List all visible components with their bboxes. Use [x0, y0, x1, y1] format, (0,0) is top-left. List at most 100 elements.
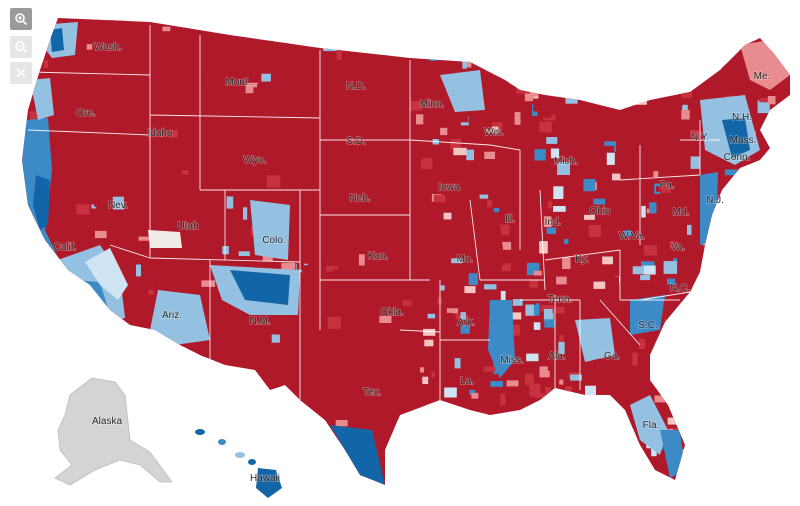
- county-cell: [77, 377, 88, 384]
- county-cell: [516, 88, 530, 94]
- county-cell: [552, 307, 565, 314]
- county-cell: [335, 415, 348, 427]
- state-label-calif: Calif.: [54, 242, 77, 253]
- county-cell: [273, 262, 286, 271]
- county-cell: [446, 308, 459, 314]
- county-cell: [748, 328, 757, 339]
- county-cell: [219, 241, 230, 249]
- county-cell: [429, 371, 435, 378]
- county-cell: [727, 0, 738, 11]
- county-cell: [493, 362, 498, 375]
- zoom-out-button[interactable]: [10, 36, 32, 58]
- county-cell: [567, 80, 574, 86]
- state-label-ore: Ore.: [76, 108, 95, 119]
- county-cell: [143, 283, 156, 290]
- county-cell: [764, 425, 777, 438]
- county-cell: [767, 96, 776, 105]
- county-cell: [652, 228, 665, 234]
- county-cell: [763, 470, 769, 480]
- county-cell: [732, 476, 743, 482]
- county-cell: [41, 331, 50, 343]
- county-cell: [22, 277, 31, 287]
- county-cell: [540, 305, 553, 312]
- county-cell: [680, 363, 688, 375]
- county-cell: [107, 56, 115, 61]
- county-cell: [543, 309, 554, 322]
- county-cell: [524, 293, 537, 305]
- county-cell: [690, 129, 702, 138]
- county-cell: [570, 35, 577, 49]
- county-cell: [739, 189, 745, 194]
- county-cell: [225, 207, 234, 220]
- county-cell: [649, 202, 657, 214]
- county-cell: [522, 38, 533, 51]
- county-cell: [33, 280, 41, 290]
- county-cell: [478, 44, 485, 52]
- county-cell: [694, 67, 703, 80]
- county-cell: [294, 161, 307, 168]
- county-cell: [584, 449, 591, 463]
- county-cell: [662, 283, 673, 290]
- county-cell: [758, 422, 772, 434]
- county-cell: [558, 341, 565, 355]
- county-cell: [679, 404, 690, 410]
- county-cell: [396, 4, 408, 9]
- county-cell: [193, 269, 204, 275]
- county-cell: [63, 236, 71, 248]
- county-cell: [406, 294, 418, 305]
- county-cell: [317, 430, 327, 437]
- state-label-va: Va.: [671, 242, 685, 253]
- county-cell: [506, 380, 519, 387]
- county-cell: [787, 106, 790, 117]
- county-cell: [562, 6, 571, 11]
- state-label-ill: Ill.: [505, 214, 515, 225]
- county-cell: [229, 89, 241, 95]
- county-cell: [94, 199, 108, 207]
- county-region-mississippi-delta: [488, 300, 515, 378]
- county-cell: [539, 241, 548, 254]
- county-cell: [10, 298, 20, 308]
- county-cell: [545, 387, 551, 393]
- county-cell: [230, 417, 239, 427]
- county-region-portland: [30, 78, 54, 120]
- county-cell: [227, 349, 237, 355]
- state-label-nm: N.M.: [249, 316, 270, 327]
- county-cell: [22, 220, 30, 230]
- county-cell: [529, 383, 541, 397]
- county-cell: [483, 366, 496, 372]
- county-cell: [648, 25, 657, 35]
- county-cell: [298, 413, 308, 422]
- zoom-out-magnifier-icon: [15, 41, 28, 54]
- county-region-northeast-corridor: [700, 172, 718, 245]
- county-cell: [653, 171, 659, 178]
- county-cell: [717, 227, 726, 234]
- county-cell: [765, 464, 774, 476]
- reset-map-button[interactable]: [10, 62, 32, 84]
- county-cell: [224, 471, 231, 478]
- county-cell: [427, 467, 441, 476]
- county-cell: [602, 256, 613, 265]
- county-cell: [774, 266, 782, 272]
- county-cell: [717, 302, 730, 313]
- county-cell: [483, 420, 489, 425]
- county-cell: [149, 273, 154, 281]
- county-cell: [334, 9, 342, 13]
- county-cell: [784, 60, 790, 70]
- state-label-tex: Tex.: [363, 387, 381, 398]
- county-cell: [639, 338, 646, 350]
- county-cell: [402, 260, 408, 269]
- county-cell: [654, 9, 668, 17]
- county-cell: [664, 318, 675, 326]
- county-cell: [465, 424, 470, 435]
- county-cell: [571, 34, 585, 41]
- county-cell: [766, 224, 781, 236]
- county-cell: [384, 52, 391, 58]
- zoom-in-button[interactable]: [10, 8, 32, 30]
- county-cell: [707, 379, 719, 386]
- county-cell: [41, 279, 48, 285]
- county-cell: [529, 279, 538, 288]
- county-cell: [681, 313, 696, 321]
- county-cell: [479, 194, 489, 199]
